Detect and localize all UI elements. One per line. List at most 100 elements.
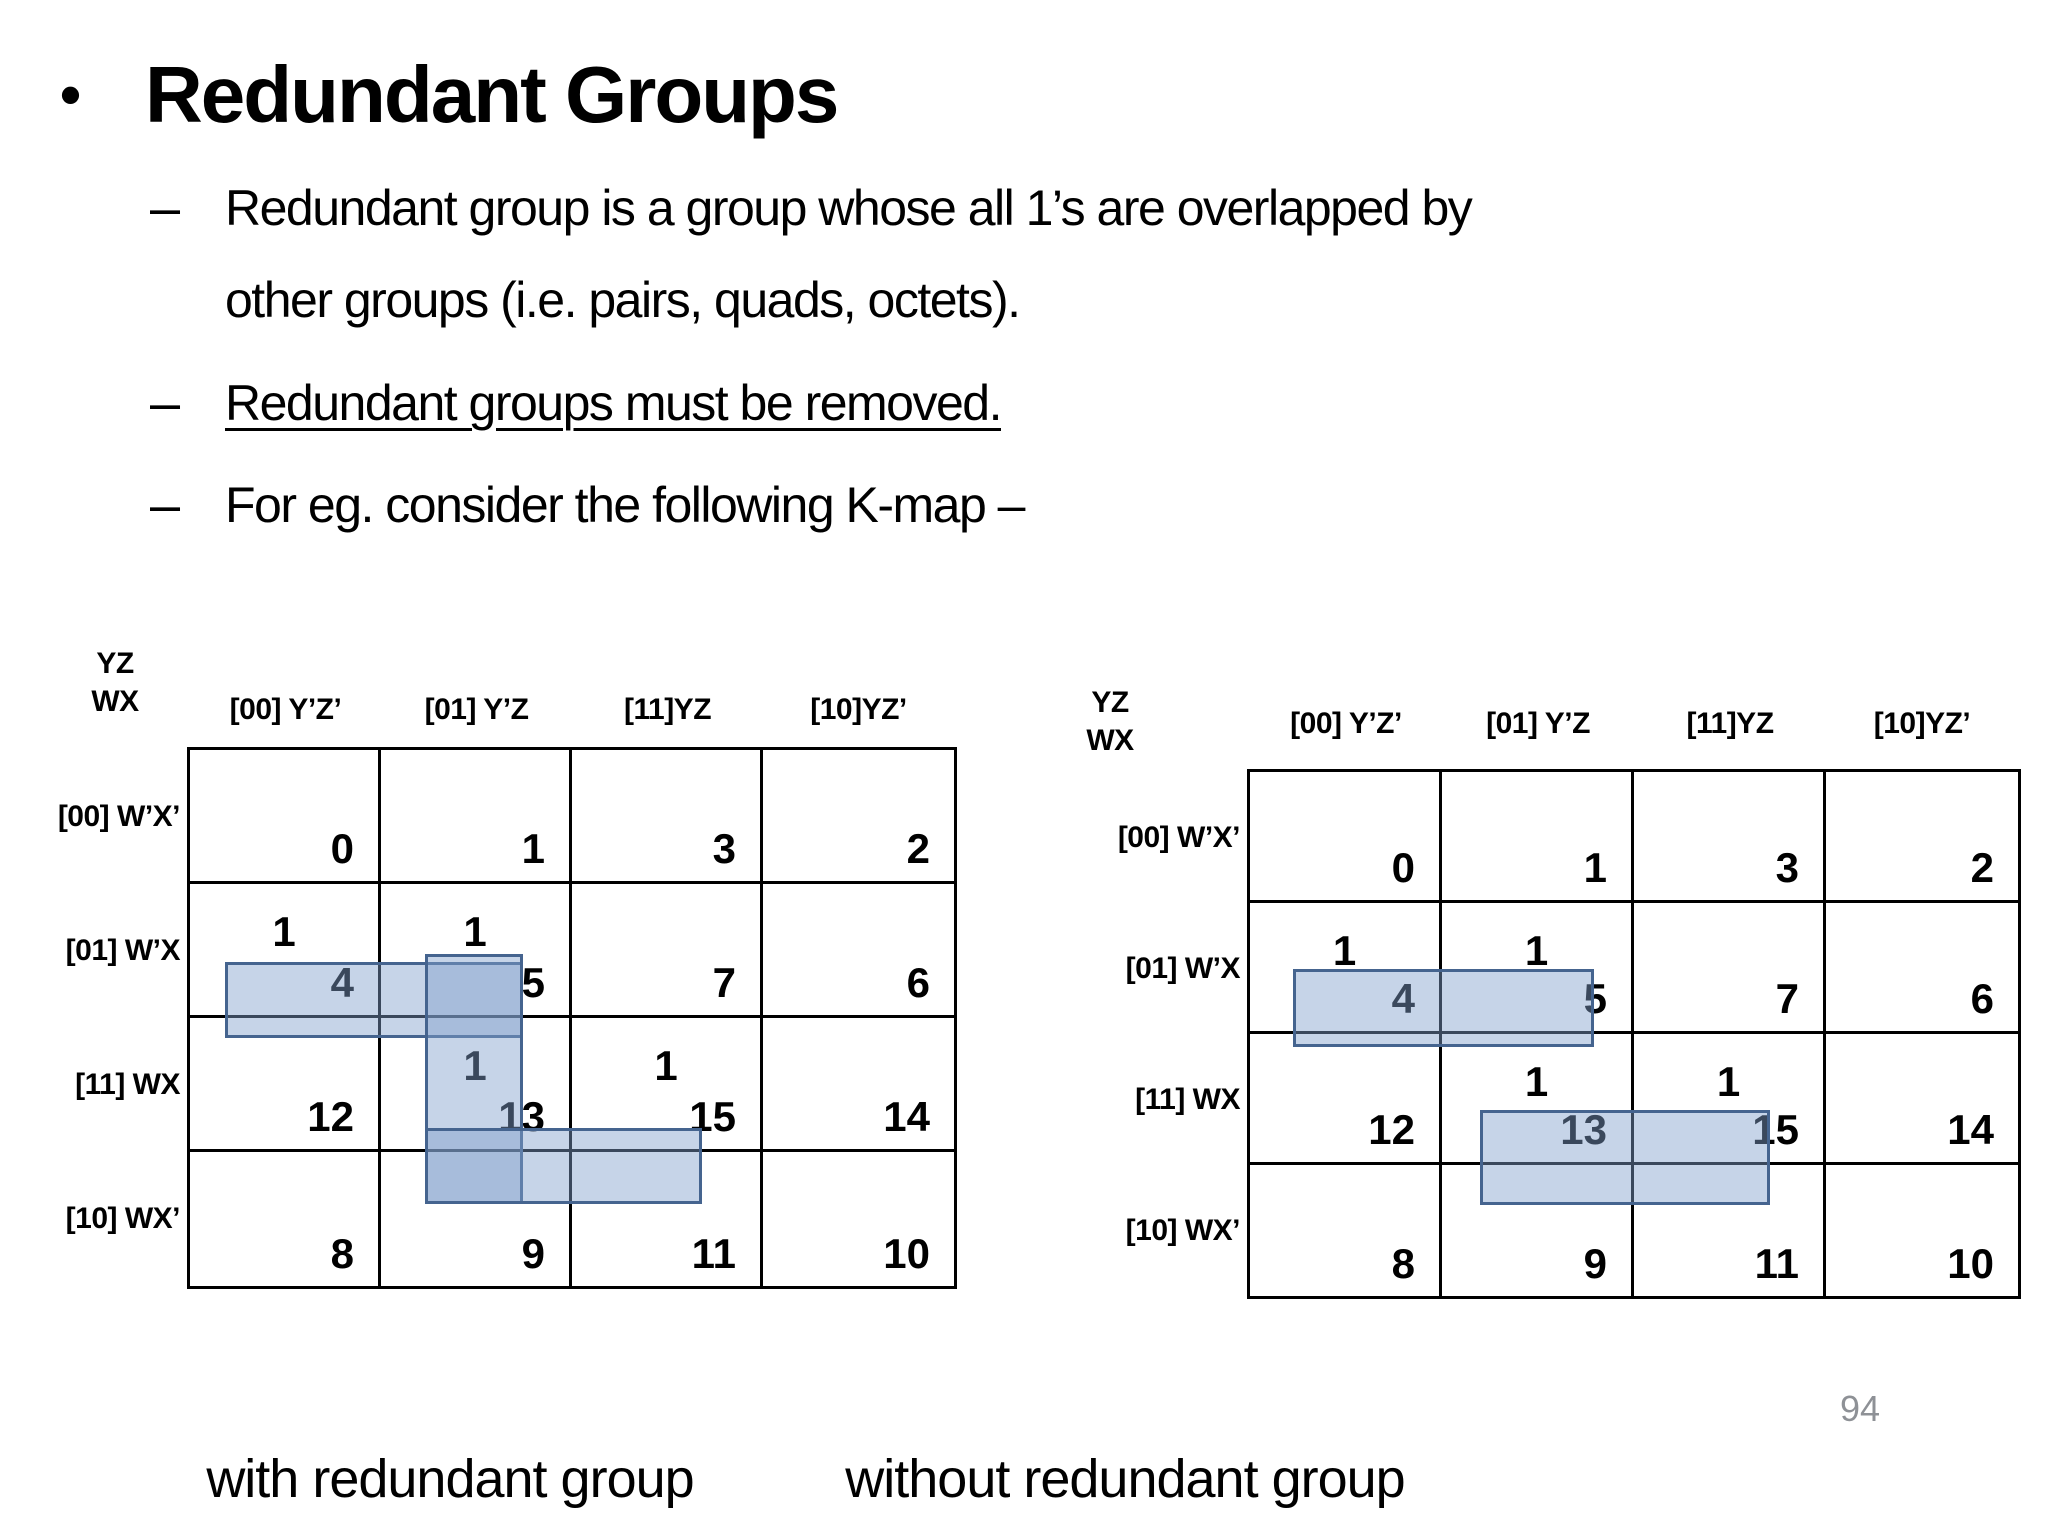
cell-value-one: 1 xyxy=(463,1042,487,1089)
kmap-cell: 10 xyxy=(763,1152,954,1286)
kmap-cell: 2 xyxy=(763,750,954,884)
cell-index: 12 xyxy=(1368,1106,1415,1153)
kmap-cell: 12 xyxy=(190,1018,381,1152)
cell-index: 9 xyxy=(521,1230,545,1277)
cell-index: 14 xyxy=(1947,1106,1994,1153)
bullet-3-text: For eg. consider the following K-map – xyxy=(225,477,1025,533)
kmap-cell: 1 15 xyxy=(1634,1034,1826,1165)
cell-index: 15 xyxy=(689,1093,736,1140)
cell-index: 10 xyxy=(883,1230,930,1277)
cell-index: 0 xyxy=(1391,844,1415,891)
cell-index: 4 xyxy=(1391,975,1415,1022)
cell-index: 4 xyxy=(330,959,354,1006)
kmap-left-row-header-2: [11] WX xyxy=(75,1068,180,1101)
kmap-cell: 1 xyxy=(381,750,572,884)
cell-index: 15 xyxy=(1752,1106,1799,1153)
kmap-cell: 1 13 xyxy=(1442,1034,1634,1165)
corner-wx: WX xyxy=(1086,724,1134,757)
kmap-cell: 1 15 xyxy=(572,1018,763,1152)
page-title: Redundant Groups xyxy=(145,50,839,139)
corner-wx: WX xyxy=(91,685,139,718)
cell-value-one: 1 xyxy=(272,908,296,955)
cell-index: 11 xyxy=(691,1230,736,1277)
bullet-1-text: Redundant group is a group whose all 1’s… xyxy=(225,162,1473,346)
kmap-cell: 2 xyxy=(1826,772,2018,903)
cell-index: 3 xyxy=(712,825,736,872)
cell-index: 0 xyxy=(330,825,354,872)
cell-index: 14 xyxy=(883,1093,930,1140)
kmap-right-row-header-1: [01] W’X xyxy=(1125,951,1241,985)
kmap-cell: 9 xyxy=(1442,1165,1634,1296)
cell-value-one: 1 xyxy=(1332,927,1357,974)
kmap-left-grid: 0 1 3 2 1 4 1 5 7 6 12 1 13 1 15 14 8 9 11 10 xyxy=(187,747,957,1289)
cell-index: 3 xyxy=(1775,844,1799,891)
cell-index: 6 xyxy=(1970,975,1994,1022)
kmap-cell: 6 xyxy=(1826,903,2018,1034)
kmap-cell: 6 xyxy=(763,884,954,1018)
dash-bullet-icon: – xyxy=(150,373,180,433)
dash-bullet-icon: – xyxy=(150,178,180,238)
kmap-left-caption: with redundant group xyxy=(206,1449,694,1509)
cell-index: 2 xyxy=(1970,844,1994,891)
kmap-cell: 3 xyxy=(572,750,763,884)
cell-index: 8 xyxy=(1391,1240,1415,1287)
group-rect-pair-13-15 xyxy=(1480,1110,1770,1205)
kmap-left-col-header-3: [10]YZ’ xyxy=(810,693,907,726)
cell-value-one: 1 xyxy=(1524,927,1549,974)
kmap-left-col-header-1: [01] Y’Z xyxy=(424,693,529,726)
group-rect-pair-5-13-redundant xyxy=(425,954,523,1204)
bullet-item-1: – Redundant group is a group whose all 1… xyxy=(150,162,1473,346)
cell-value-one: 1 xyxy=(1716,1058,1741,1105)
cell-index: 5 xyxy=(521,959,545,1006)
bullet-1-line-2: other groups (i.e. pairs, quads, octets)… xyxy=(225,272,1021,328)
cell-value-one: 1 xyxy=(1524,1058,1549,1105)
cell-index: 8 xyxy=(330,1230,354,1277)
kmap-right-col-header-0: [00] Y’Z’ xyxy=(1290,707,1402,740)
kmap-right-col-header-2: [11]YZ xyxy=(1686,707,1774,740)
kmap-right-grid: 0 1 3 2 1 4 1 5 7 6 12 1 13 1 15 14 8 9 11 10 xyxy=(1247,769,2021,1299)
kmap-cell: 8 xyxy=(190,1152,381,1286)
group-rect-pair-13-15 xyxy=(425,1128,702,1204)
kmap-right-col-header-1: [01] Y’Z xyxy=(1486,707,1590,740)
cell-index: 7 xyxy=(712,959,736,1006)
kmap-right-row-header-0: [00] W’X’ xyxy=(1117,820,1241,854)
cell-index: 10 xyxy=(1947,1240,1994,1287)
kmap-cell: 14 xyxy=(763,1018,954,1152)
group-rect-pair-4-5 xyxy=(1293,969,1594,1047)
kmap-left-corner-label: YZ WX xyxy=(60,645,170,721)
corner-yz: YZ xyxy=(1091,686,1129,719)
cell-index: 6 xyxy=(906,959,930,1006)
kmap-right-row-header-2: [11] WX xyxy=(1135,1082,1240,1116)
cell-value-one: 1 xyxy=(654,1042,678,1089)
cell-index: 1 xyxy=(521,825,545,872)
title-row: • Redundant Groups xyxy=(60,47,839,142)
cell-index: 1 xyxy=(1583,844,1607,891)
kmap-left-row-header-3: [10] WX’ xyxy=(65,1202,181,1235)
kmap-left-col-header-2: [11]YZ xyxy=(623,693,712,726)
corner-yz: YZ xyxy=(96,647,134,680)
bullet-1-line-1: Redundant group is a group whose all 1’s… xyxy=(225,180,1473,236)
bullet-2-text: Redundant groups must be removed. xyxy=(225,375,1003,431)
cell-index: 7 xyxy=(1775,975,1799,1022)
bullet-item-2: – Redundant groups must be removed. xyxy=(150,371,1003,435)
kmap-right-row-header-3: [10] WX’ xyxy=(1125,1213,1241,1247)
kmap-cell: 7 xyxy=(1634,903,1826,1034)
kmap-cell: 8 xyxy=(1250,1165,1442,1296)
kmap-cell: 9 xyxy=(381,1152,572,1286)
cell-index: 12 xyxy=(307,1093,354,1140)
cell-index: 13 xyxy=(1560,1106,1607,1153)
kmap-right-caption: without redundant group xyxy=(845,1449,1405,1509)
page-number: 94 xyxy=(1840,1388,1881,1429)
kmap-cell: 11 xyxy=(1634,1165,1826,1296)
group-rect-pair-4-5 xyxy=(225,962,523,1038)
cell-index: 2 xyxy=(906,825,930,872)
kmap-left-row-header-1: [01] W’X xyxy=(65,934,181,967)
kmap-cell: 12 xyxy=(1250,1034,1442,1165)
bullet-item-3: – For eg. consider the following K-map – xyxy=(150,473,1025,537)
kmap-cell: 10 xyxy=(1826,1165,2018,1296)
